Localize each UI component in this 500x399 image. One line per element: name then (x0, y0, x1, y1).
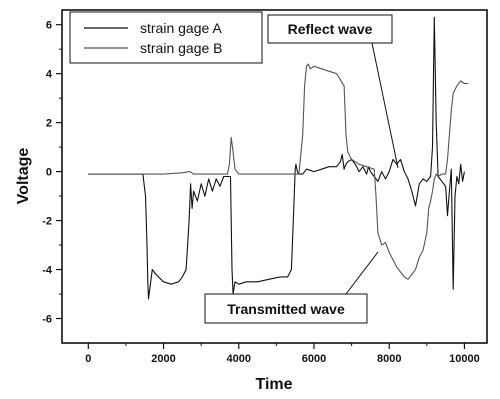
annotation-reflect-wave: Reflect wave (267, 14, 399, 169)
x-tick-label: 4000 (227, 353, 251, 365)
axis-ticks: 0 2000 4000 6000 8000 10000 -6 -4 -2 0 2 4 6 (42, 20, 480, 365)
annotation-transmitted-wave: Transmitted wave (204, 251, 379, 324)
annotation-box-reflect (267, 14, 393, 44)
annotation-arrow-transmitted (345, 251, 379, 295)
x-tick-label: 8000 (377, 353, 401, 365)
legend-box (69, 11, 263, 64)
x-tick-label: 10000 (449, 353, 480, 365)
annotation-box-transmitted (204, 293, 368, 324)
annotation-text-transmitted: Transmitted wave (227, 301, 345, 317)
y-tick-label: 4 (46, 69, 53, 81)
x-tick-label: 0 (85, 353, 91, 365)
y-tick-label: -6 (42, 314, 52, 326)
legend-label-strain-gage-b: strain gage B (140, 40, 223, 56)
y-tick-label: -2 (42, 216, 52, 228)
y-tick-label: -4 (42, 265, 53, 277)
y-tick-label: 6 (46, 20, 52, 32)
legend-label-strain-gage-a: strain gage A (140, 20, 222, 36)
legend: strain gage A strain gage B (69, 11, 263, 64)
y-axis-title: Voltage (15, 148, 32, 205)
y-tick-label: 2 (46, 118, 52, 130)
annotation-text-reflect: Reflect wave (288, 21, 373, 37)
y-tick-label: 0 (46, 167, 52, 179)
series-line-strain-gage-a (88, 16, 465, 300)
series-layer (88, 16, 469, 300)
annotation-arrow-reflect (371, 42, 399, 169)
plot-frame (61, 9, 488, 344)
x-tick-label: 6000 (302, 353, 326, 365)
x-tick-label: 2000 (151, 353, 175, 365)
series-line-strain-gage-b (88, 63, 469, 280)
x-axis-title: Time (255, 376, 292, 393)
